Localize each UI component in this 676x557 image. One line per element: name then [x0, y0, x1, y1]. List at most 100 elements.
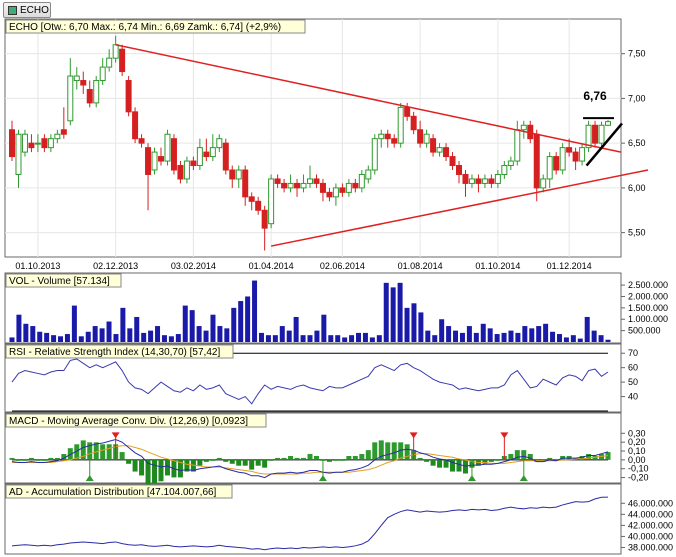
macd-histogram-bar	[326, 459, 332, 462]
macd-line	[11, 438, 609, 479]
tab-label: ECHO	[20, 5, 49, 16]
volume-bar	[155, 326, 161, 342]
candle-body	[300, 182, 307, 189]
candle-body	[242, 169, 249, 198]
volume-bar	[314, 330, 320, 342]
sell-signal-arrow	[500, 432, 509, 439]
volume-bar	[515, 332, 521, 342]
macd-histogram-bar	[372, 442, 378, 460]
candle-body	[514, 129, 521, 162]
rsi-title-box	[5, 344, 234, 359]
volume-bar	[203, 330, 209, 342]
candle-body	[54, 133, 61, 140]
macd-histogram-bar	[9, 457, 15, 460]
macd-histogram-bar	[100, 444, 106, 460]
candle-body	[456, 165, 462, 175]
volume-bar	[376, 335, 382, 342]
volume-bar	[175, 334, 181, 342]
price-title-box	[5, 19, 306, 34]
macd-histogram-bar	[547, 457, 553, 460]
volume-bar	[598, 335, 604, 342]
candle-body	[287, 182, 294, 189]
price-y-tick-label: 6,00	[628, 183, 646, 193]
macd-title: MACD - Moving Average Conv. Div. (12,26,…	[9, 416, 248, 427]
candle-body	[397, 106, 404, 144]
volume-bar	[300, 335, 306, 342]
candle-body	[145, 147, 152, 175]
volume-bar	[182, 305, 188, 342]
macd-histogram-bar	[599, 454, 605, 460]
volume-bar	[127, 328, 133, 342]
macd-histogram-bar	[22, 459, 28, 461]
macd-histogram-bar	[80, 440, 86, 460]
price-y-tick-label: 7,00	[628, 93, 646, 103]
candle-body	[177, 165, 184, 180]
rsi-y-tick-label: 50	[628, 377, 638, 387]
candle-body	[47, 138, 54, 149]
volume-bar	[92, 326, 98, 342]
volume-bar	[16, 314, 22, 342]
volume-bar	[44, 332, 50, 342]
macd-histogram-bar	[586, 454, 592, 460]
volume-bar	[342, 337, 348, 342]
buy-signal-arrow	[519, 475, 528, 481]
candle-body	[229, 169, 236, 180]
volume-bar	[501, 332, 507, 342]
candle-body	[423, 133, 430, 144]
candle-body	[468, 178, 475, 184]
volume-bar	[487, 328, 493, 342]
candle-body	[203, 151, 210, 158]
volume-bar	[71, 305, 77, 342]
volume-bar	[529, 328, 535, 342]
volume-bar	[189, 310, 195, 342]
chart-tab[interactable]: ECHO	[3, 2, 51, 18]
volume-title-box	[5, 273, 122, 288]
candle-body	[319, 182, 326, 193]
macd-histogram-bar	[203, 459, 209, 462]
buy-signal-arrow	[318, 475, 327, 481]
ad-y-tick-label: 44.000.000	[628, 509, 673, 519]
candle-body	[462, 173, 469, 184]
macd-histogram-bar	[177, 459, 183, 478]
macd-histogram-bar	[385, 442, 391, 460]
candle-body	[410, 115, 417, 131]
volume-y-tick-label: 2.500.000	[628, 280, 668, 290]
candle-body	[488, 178, 495, 184]
candle-body	[345, 182, 352, 193]
volume-bar	[9, 337, 15, 342]
macd-histogram-bar	[378, 440, 384, 460]
macd-histogram-bar	[15, 459, 21, 461]
macd-signal-line	[12, 445, 609, 475]
candle-body	[507, 160, 514, 167]
volume-bar	[439, 319, 445, 342]
price-y-tick-label: 7,50	[628, 49, 646, 59]
candle-body	[132, 111, 139, 140]
candle-body	[605, 121, 611, 126]
macd-histogram-bar	[417, 457, 423, 460]
macd-y-tick-label: 0,10	[628, 446, 646, 456]
x-tick-label: 01.10.2013	[15, 261, 60, 271]
candle-body	[28, 142, 35, 149]
breakout-line	[585, 122, 623, 167]
volume-bar	[23, 323, 29, 342]
candle-body	[34, 142, 41, 145]
macd-histogram-bar	[190, 459, 196, 472]
candle-body	[592, 124, 599, 144]
candle-body	[430, 138, 437, 153]
candle-body	[274, 178, 281, 184]
candle-body	[391, 138, 398, 144]
macd-histogram-bar	[339, 459, 345, 461]
candle-body	[579, 147, 586, 162]
macd-histogram-bar	[74, 444, 80, 460]
buy-signal-arrow	[467, 475, 476, 481]
volume-bar	[279, 326, 285, 342]
candle-body	[112, 44, 119, 59]
candle-body	[164, 133, 171, 162]
candle-body	[196, 147, 203, 167]
volume-bar	[543, 323, 549, 342]
sell-signal-arrow	[409, 432, 418, 439]
macd-histogram-bar	[281, 457, 287, 460]
candle-body	[170, 138, 177, 171]
macd-histogram-bar	[139, 459, 145, 476]
